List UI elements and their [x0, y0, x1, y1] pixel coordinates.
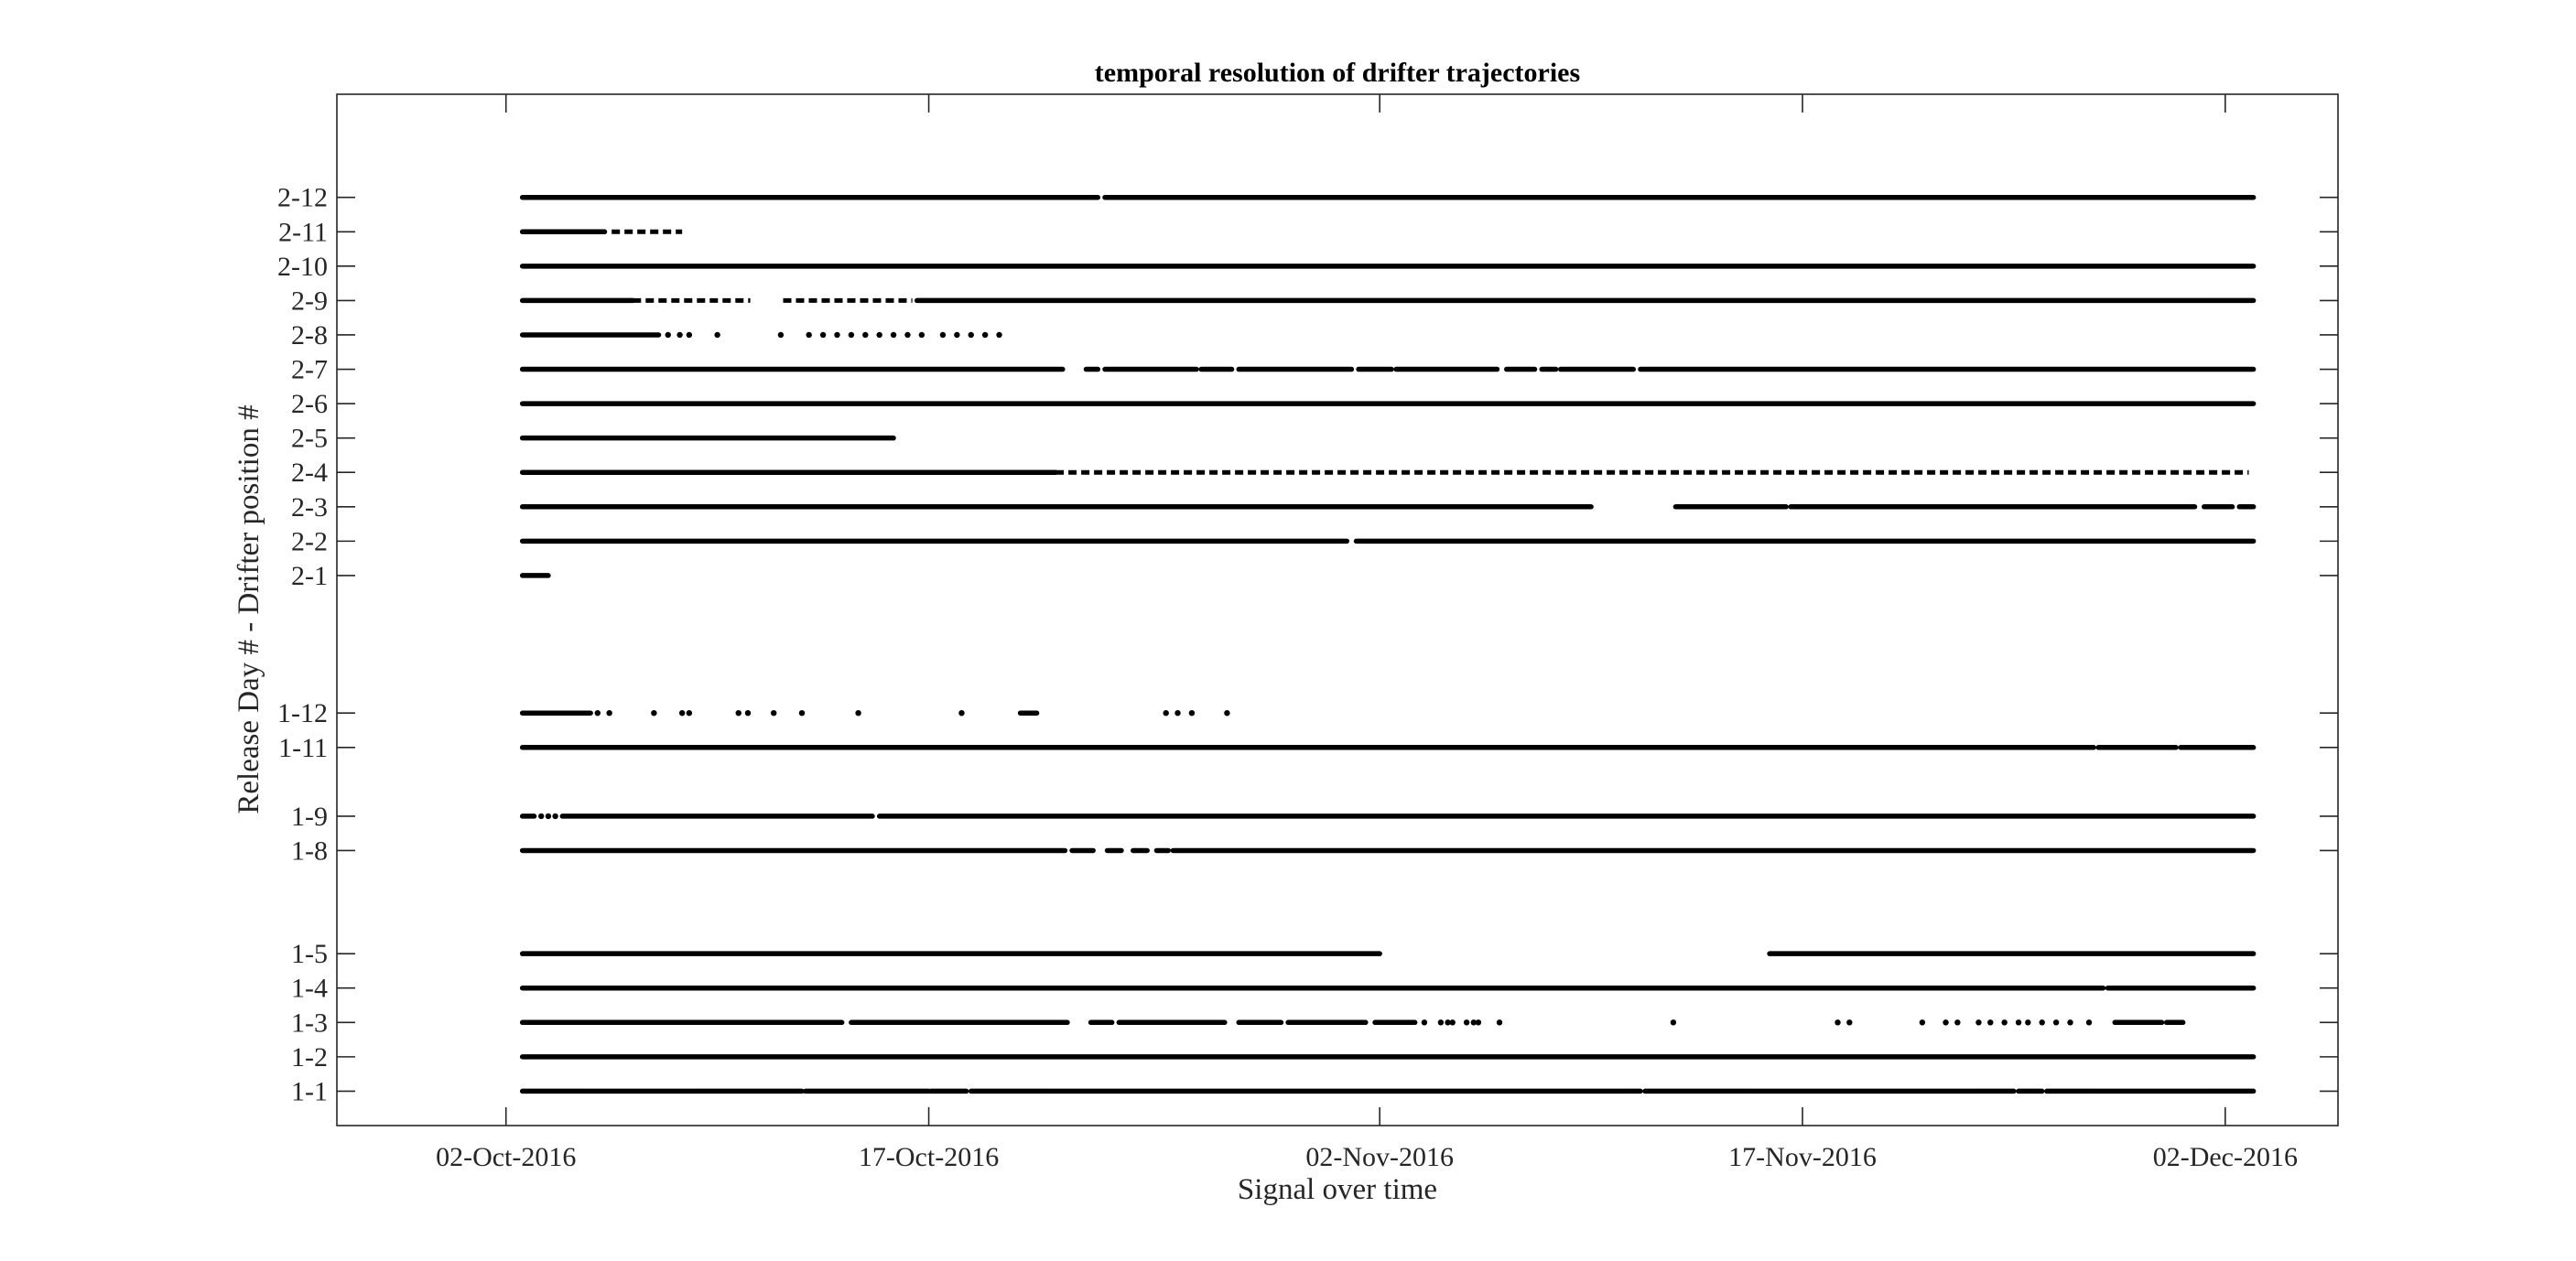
y-tick-label: 2-11: [278, 217, 328, 247]
signal-point: [855, 710, 861, 717]
tick-marks: [337, 94, 2338, 1126]
signal-point: [2039, 1019, 2045, 1026]
signal-point: [1987, 1019, 1994, 1026]
y-tick-label: 1-2: [291, 1042, 328, 1072]
y-tick-label: 1-12: [277, 698, 328, 728]
signal-point: [1445, 1019, 1451, 1026]
signal-point: [1224, 710, 1230, 717]
y-tick-label: 1-5: [291, 939, 328, 969]
y-axis-label: Release Day # - Drifter position #: [233, 404, 265, 814]
series-row-3: [519, 1019, 2186, 1026]
signal-point: [1470, 1019, 1477, 1026]
x-tick-label: 02-Nov-2016: [1305, 1142, 1454, 1172]
signal-point: [1421, 1019, 1428, 1026]
signal-point: [594, 710, 601, 717]
signal-point: [1835, 1019, 1841, 1026]
tick-labels: 02-Oct-2016 17-Oct-2016 02-Nov-2016 17-Nov-…: [277, 183, 2298, 1172]
signal-point: [665, 331, 671, 339]
signal-point: [1188, 710, 1196, 717]
signal-point: [848, 331, 855, 339]
signal-point: [876, 331, 882, 339]
signal-point: [981, 331, 989, 339]
signal-point: [2052, 1019, 2060, 1026]
signal-point: [1670, 1019, 1677, 1026]
signal-point: [834, 331, 840, 339]
signal-point: [1954, 1019, 1961, 1026]
series-row-12: [519, 710, 1230, 717]
signal-point: [1449, 1019, 1456, 1026]
signal-point: [771, 710, 777, 717]
signal-point: [545, 813, 552, 820]
signal-point: [1174, 710, 1181, 717]
signal-point: [1475, 1019, 1482, 1026]
series-row-9: [519, 813, 2257, 820]
y-tick-label: 2-3: [291, 492, 328, 523]
signal-point: [918, 331, 925, 339]
plot-area: [336, 93, 2339, 1126]
signal-point: [2015, 1019, 2022, 1026]
y-tick-label: 2-6: [291, 389, 328, 419]
y-tick-label: 1-4: [291, 974, 328, 1004]
signal-point: [968, 331, 974, 339]
signal-point: [939, 331, 947, 339]
y-tick-label: 2-1: [291, 561, 328, 591]
signal-point: [777, 331, 785, 339]
signal-point: [1437, 1019, 1445, 1026]
signal-point: [1975, 1019, 1982, 1026]
signal-point: [2001, 1019, 2008, 1026]
signal-point: [862, 331, 869, 339]
signal-point: [1846, 1019, 1853, 1026]
y-tick-label: 2-9: [291, 286, 328, 316]
signal-point: [1919, 1019, 1926, 1026]
signal-point: [676, 331, 683, 339]
y-tick-label: 2-12: [277, 183, 328, 213]
signal-point: [686, 710, 693, 717]
y-tick-label: 1-8: [291, 835, 328, 866]
signal-point: [1163, 710, 1169, 717]
signal-point: [714, 331, 720, 339]
y-tick-label: 1-11: [278, 733, 328, 763]
signal-point: [798, 710, 806, 717]
y-tick-label: 2-5: [291, 424, 328, 454]
y-tick-label: 2-2: [291, 526, 328, 556]
y-tick-label: 1-1: [291, 1076, 328, 1106]
x-tick-label: 02-Oct-2016: [436, 1142, 576, 1172]
signal-point: [678, 710, 686, 717]
x-tick-label: 17-Oct-2016: [859, 1142, 999, 1172]
y-tick-label: 1-9: [291, 802, 328, 832]
signal-point: [538, 813, 545, 820]
y-tick-label: 2-8: [291, 320, 328, 350]
signal-point: [958, 710, 965, 717]
signal-point: [904, 331, 911, 339]
signal-point: [606, 710, 612, 717]
signal-point: [819, 331, 827, 339]
x-axis-label: Signal over time: [1238, 1173, 1437, 1206]
signal-point: [552, 813, 558, 820]
signal-point: [954, 331, 960, 339]
signal-point: [890, 331, 897, 339]
signal-point: [806, 331, 812, 339]
y-tick-label: 2-4: [291, 458, 328, 488]
signal-point: [2085, 1019, 2093, 1026]
y-tick-label: 2-10: [277, 252, 328, 282]
signal-point: [651, 710, 657, 717]
x-tick-label: 02-Dec-2016: [2153, 1142, 2298, 1172]
series-row-23: [519, 331, 1002, 339]
signal-point: [1496, 1019, 1503, 1026]
chart-title: temporal resolution of drifter trajector…: [1095, 58, 1580, 88]
signal-point: [686, 331, 693, 339]
signal-point: [1943, 1019, 1949, 1026]
y-tick-label: 1-3: [291, 1008, 328, 1038]
signal-point: [744, 710, 752, 717]
signal-point: [735, 710, 741, 717]
signal-point: [1463, 1019, 1470, 1026]
y-tick-label: 2-7: [291, 355, 328, 385]
x-tick-label: 17-Nov-2016: [1728, 1142, 1877, 1172]
signal-point: [2067, 1019, 2073, 1026]
signal-point: [2025, 1019, 2031, 1026]
data-series: [519, 194, 2257, 1094]
signal-point: [996, 331, 1002, 339]
